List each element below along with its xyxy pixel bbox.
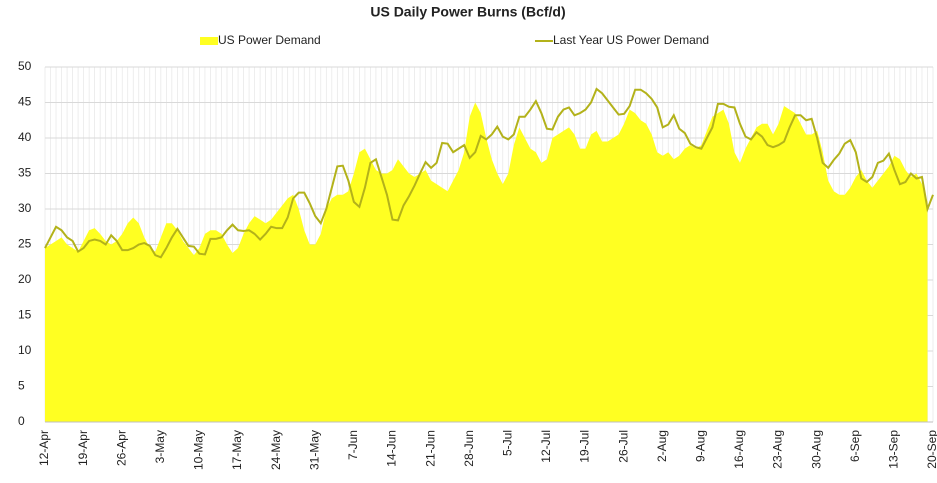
- y-tick-label: 20: [18, 272, 32, 286]
- x-tick-label: 19-Apr: [76, 430, 90, 466]
- x-tick-label: 13-Sep: [887, 430, 901, 469]
- y-tick-label: 15: [18, 308, 32, 322]
- x-tick-label: 20-Sep: [925, 430, 937, 469]
- x-tick-label: 30-Aug: [809, 430, 823, 469]
- legend-label: US Power Demand: [218, 33, 321, 47]
- x-tick-label: 9-Aug: [694, 430, 708, 462]
- x-tick-label: 14-Jun: [385, 430, 399, 467]
- legend-label: Last Year US Power Demand: [553, 33, 709, 47]
- y-tick-label: 45: [18, 95, 32, 109]
- y-tick-label: 10: [18, 343, 32, 357]
- x-tick-label: 5-Jul: [500, 430, 514, 456]
- x-tick-label: 31-May: [307, 430, 321, 470]
- y-tick-label: 40: [18, 130, 32, 144]
- y-tick-label: 50: [18, 59, 32, 73]
- x-tick-label: 3-May: [153, 430, 167, 463]
- x-tick-label: 26-Apr: [114, 430, 128, 466]
- x-tick-label: 2-Aug: [655, 430, 669, 462]
- x-tick-label: 19-Jul: [578, 430, 592, 463]
- x-tick-label: 12-Apr: [37, 430, 51, 466]
- y-tick-label: 0: [18, 414, 25, 428]
- x-tick-label: 6-Sep: [848, 430, 862, 462]
- area: [45, 102, 928, 422]
- x-tick-label: 17-May: [230, 430, 244, 470]
- x-tick-label: 23-Aug: [771, 430, 785, 469]
- chart-title: US Daily Power Burns (Bcf/d): [370, 4, 565, 20]
- legend-swatch: [200, 37, 218, 45]
- x-tick-label: 26-Jul: [616, 430, 630, 463]
- x-tick-label: 16-Aug: [732, 430, 746, 469]
- y-tick-label: 30: [18, 201, 32, 215]
- y-tick-label: 5: [18, 379, 25, 393]
- x-tick-label: 21-Jun: [423, 430, 437, 467]
- line: [44, 87, 934, 259]
- x-tick-label: 24-May: [269, 430, 283, 470]
- x-tick-label: 12-Jul: [539, 430, 553, 463]
- x-tick-label: 10-May: [192, 430, 206, 470]
- x-tick-label: 7-Jun: [346, 430, 360, 460]
- y-tick-label: 25: [18, 237, 32, 251]
- x-tick-label: 28-Jun: [462, 430, 476, 467]
- y-tick-label: 35: [18, 166, 32, 180]
